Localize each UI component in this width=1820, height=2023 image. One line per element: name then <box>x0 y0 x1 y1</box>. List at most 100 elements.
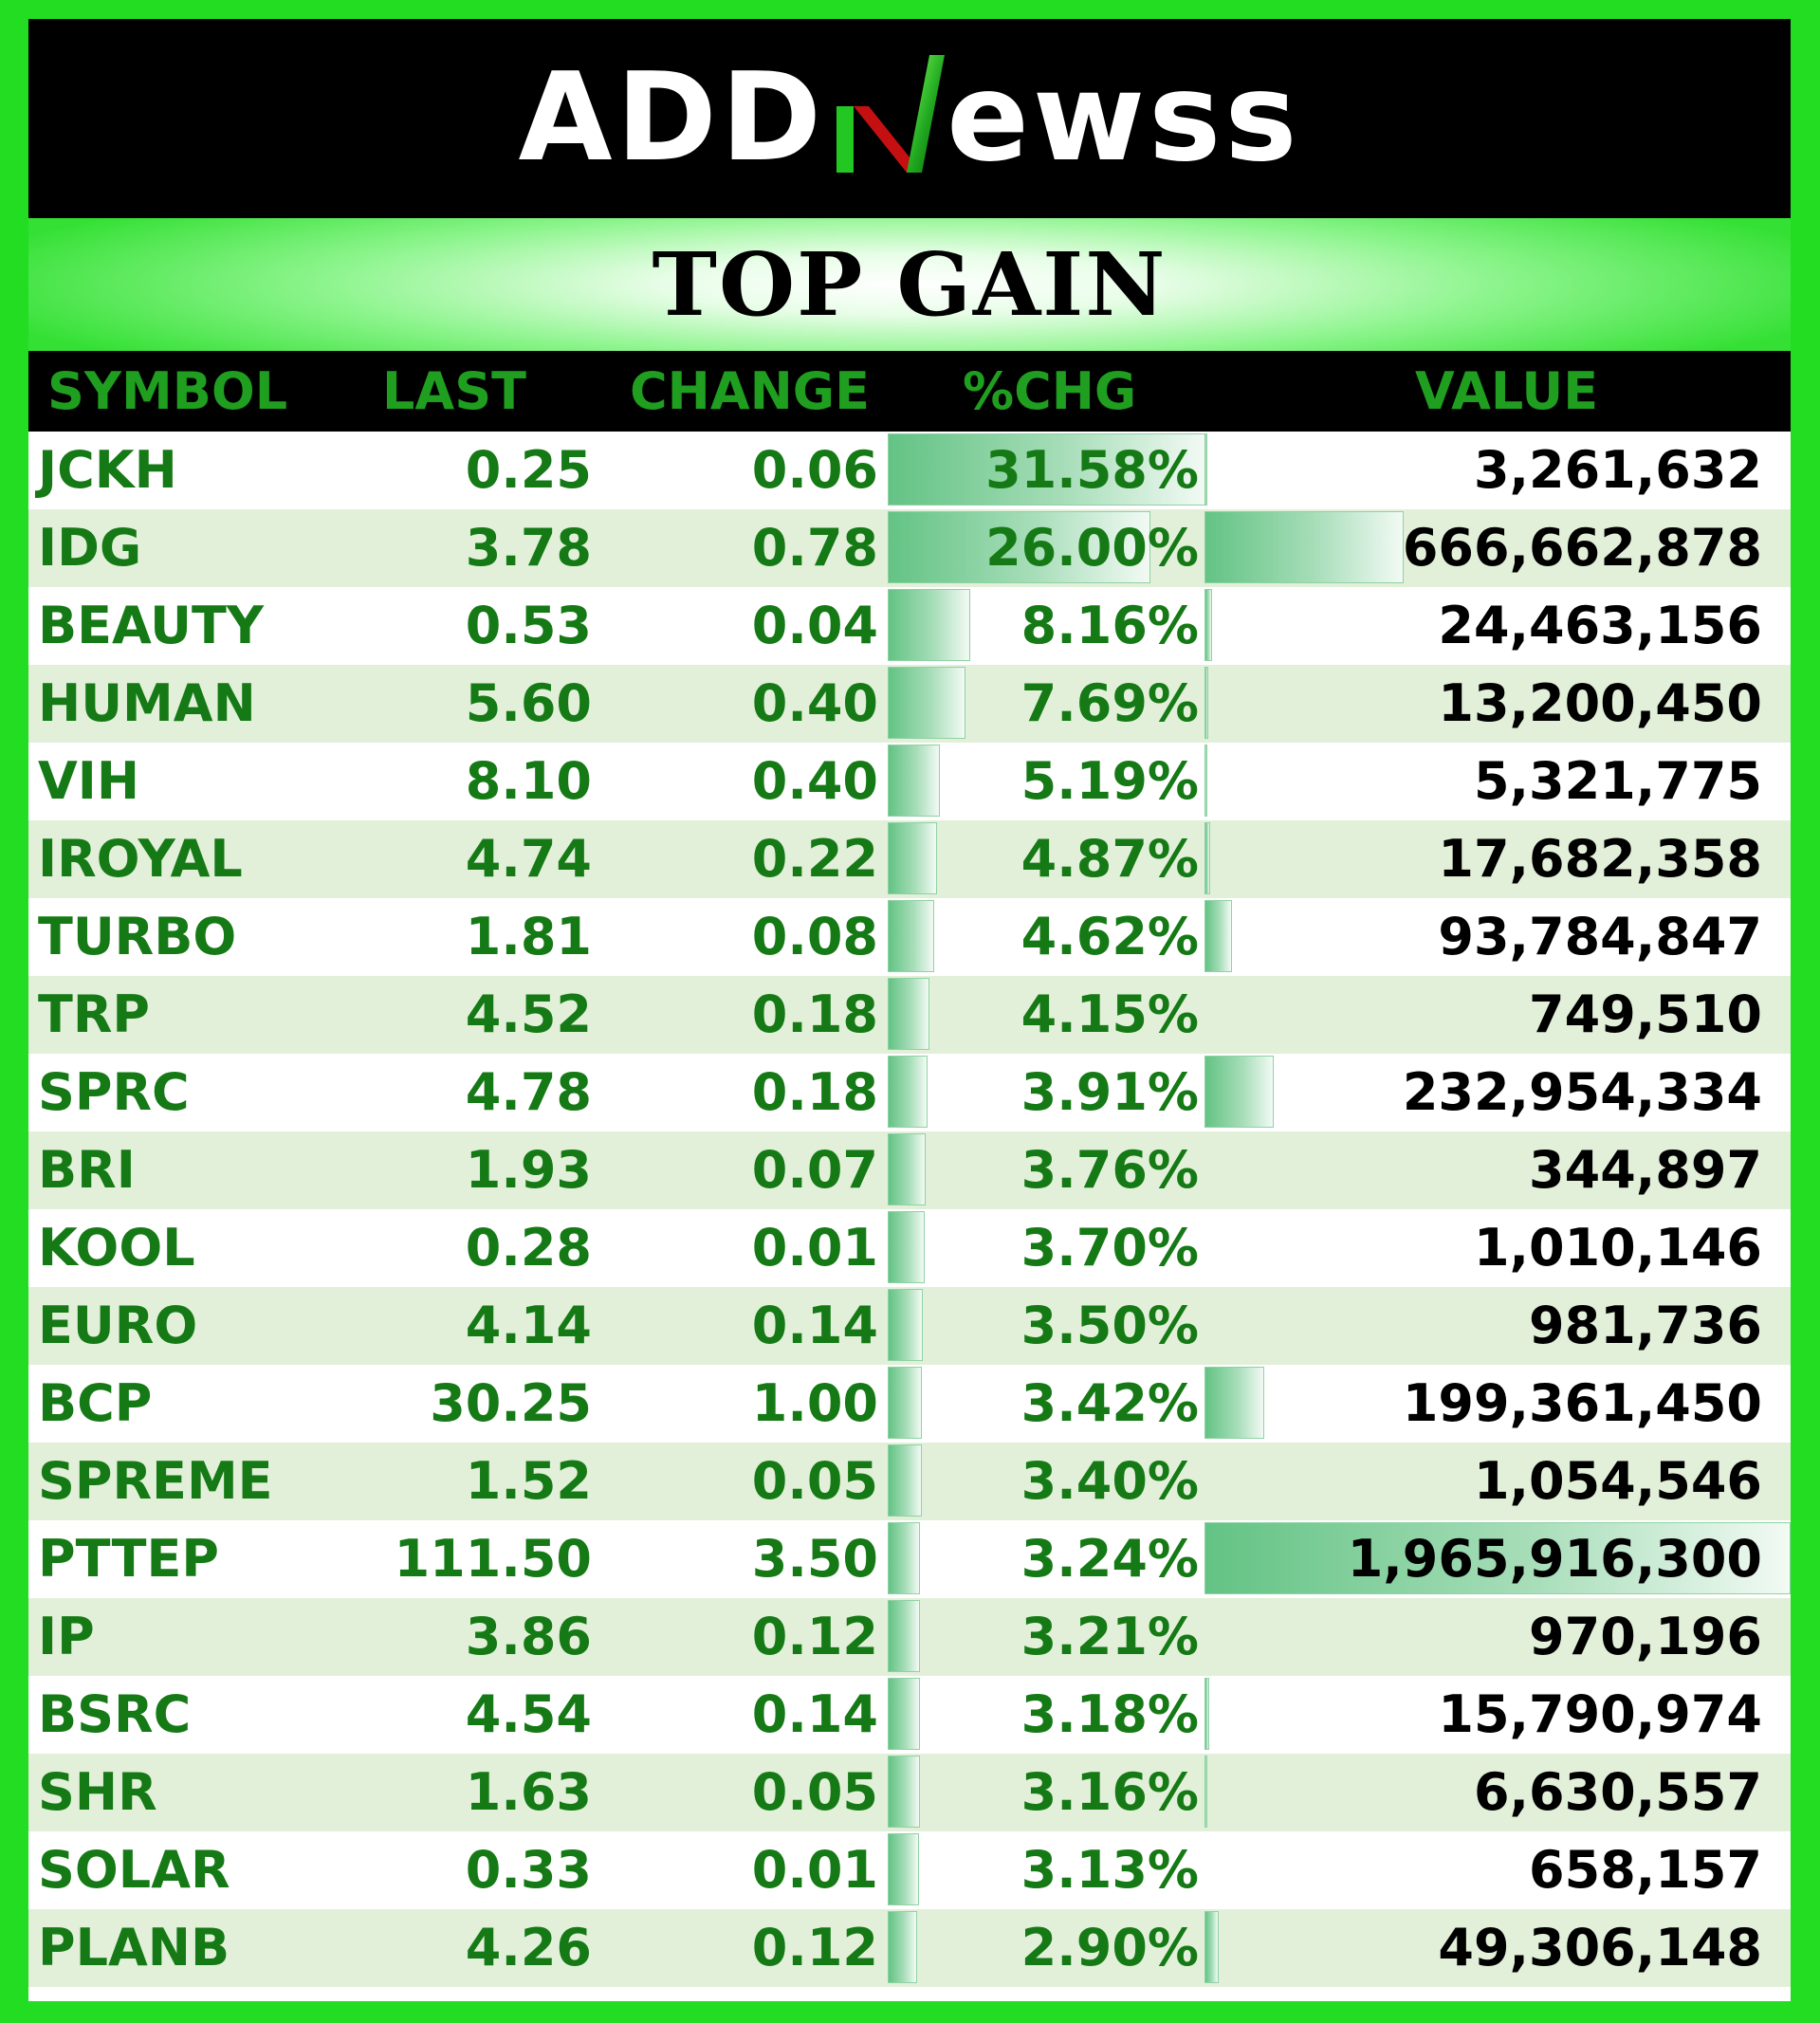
cell-last: 3.86 <box>465 1607 592 1666</box>
cell-symbol: VIH <box>38 751 140 811</box>
cell-change: 0.05 <box>751 1762 878 1822</box>
table-row: HUMAN 5.60 0.40 7.69% 13,200,450 <box>28 665 1791 743</box>
cell-last: 4.14 <box>465 1296 592 1355</box>
col-value: VALUE <box>1415 361 1599 421</box>
cell-value: 3,261,632 <box>1473 440 1762 500</box>
cell-pct: 7.69% <box>1020 673 1199 733</box>
cell-symbol: BCP <box>38 1373 153 1433</box>
cell-value: 981,736 <box>1529 1296 1762 1355</box>
pct-data-bar <box>888 822 937 894</box>
pct-data-bar <box>888 433 1206 506</box>
pct-data-bar <box>888 667 965 739</box>
cell-change: 0.22 <box>751 829 878 889</box>
cell-symbol: KOOL <box>38 1218 195 1278</box>
pct-data-bar <box>888 1133 926 1205</box>
value-data-bar <box>1204 1678 1209 1750</box>
cell-value: 6,630,557 <box>1473 1762 1762 1822</box>
pct-data-bar <box>888 1522 921 1594</box>
table-row: SPREME 1.52 0.05 3.40% 1,054,546 <box>28 1443 1791 1520</box>
table-row: SPRC 4.78 0.18 3.91% 232,954,334 <box>28 1054 1791 1131</box>
cell-value: 17,682,358 <box>1438 829 1762 889</box>
cell-last: 0.28 <box>465 1218 592 1278</box>
col-change: CHANGE <box>630 361 871 421</box>
cell-value: 232,954,334 <box>1402 1062 1762 1122</box>
cell-value: 199,361,450 <box>1402 1373 1762 1433</box>
cell-last: 5.60 <box>465 673 592 733</box>
pct-data-bar <box>888 745 941 817</box>
cell-value: 24,463,156 <box>1438 596 1762 655</box>
pct-data-bar <box>888 900 935 972</box>
value-data-bar <box>1204 1911 1220 1983</box>
value-data-bar <box>1204 1056 1275 1128</box>
pct-data-bar <box>888 589 970 661</box>
pct-data-bar <box>888 1911 917 1983</box>
table-row: PLANB 4.26 0.12 2.90% 49,306,148 <box>28 1909 1791 1987</box>
cell-symbol: IDG <box>38 518 142 578</box>
data-table: JCKH 0.25 0.06 31.58% 3,261,632 IDG 3.78 0.78 26… <box>28 432 1791 1987</box>
cell-pct: 3.13% <box>1020 1840 1199 1900</box>
cell-symbol: SPRC <box>38 1062 190 1122</box>
cell-value: 658,157 <box>1529 1840 1762 1900</box>
cell-value: 749,510 <box>1529 984 1762 1044</box>
cell-pct: 3.76% <box>1020 1140 1199 1200</box>
value-data-bar <box>1204 589 1212 661</box>
table-row: IROYAL 4.74 0.22 4.87% 17,682,358 <box>28 820 1791 898</box>
cell-change: 0.18 <box>751 1062 878 1122</box>
cell-pct: 3.16% <box>1020 1762 1199 1822</box>
value-data-bar <box>1204 745 1207 817</box>
cell-change: 0.05 <box>751 1451 878 1511</box>
table-row: VIH 8.10 0.40 5.19% 5,321,775 <box>28 743 1791 820</box>
pct-data-bar <box>888 1444 923 1517</box>
cell-pct: 3.18% <box>1020 1684 1199 1744</box>
cell-last: 1.81 <box>465 907 592 966</box>
top-gain-card: ADD ewss TOP GAIN <box>28 19 1791 2001</box>
cell-symbol: HUMAN <box>38 673 256 733</box>
pct-data-bar <box>888 978 930 1050</box>
value-data-bar <box>1204 822 1210 894</box>
cell-symbol: JCKH <box>38 440 177 500</box>
cell-symbol: IP <box>38 1607 95 1666</box>
cell-change: 1.00 <box>751 1373 878 1433</box>
cell-value: 93,784,847 <box>1438 907 1762 966</box>
pct-data-bar <box>888 1833 920 1905</box>
cell-symbol: SPREME <box>38 1451 273 1511</box>
cell-last: 30.25 <box>430 1373 592 1433</box>
cell-symbol: BRI <box>38 1140 136 1200</box>
cell-pct: 5.19% <box>1020 751 1199 811</box>
cell-pct: 3.21% <box>1020 1607 1199 1666</box>
cell-last: 3.78 <box>465 518 592 578</box>
table-row: KOOL 0.28 0.01 3.70% 1,010,146 <box>28 1209 1791 1287</box>
cell-symbol: BSRC <box>38 1684 192 1744</box>
table-row: IDG 3.78 0.78 26.00% 666,662,878 <box>28 509 1791 587</box>
cell-symbol: EURO <box>38 1296 198 1355</box>
cell-last: 0.25 <box>465 440 592 500</box>
pct-data-bar <box>888 1056 928 1128</box>
cell-change: 0.12 <box>751 1918 878 1977</box>
col-pct: %CHG <box>963 361 1137 421</box>
pct-data-bar <box>888 1289 924 1361</box>
cell-change: 0.08 <box>751 907 878 966</box>
value-data-bar <box>1204 511 1404 583</box>
cell-change: 0.40 <box>751 673 878 733</box>
cell-change: 0.07 <box>751 1140 878 1200</box>
pct-data-bar <box>888 1367 923 1439</box>
table-row: TURBO 1.81 0.08 4.62% 93,784,847 <box>28 898 1791 976</box>
table-row: BSRC 4.54 0.14 3.18% 15,790,974 <box>28 1676 1791 1754</box>
cell-symbol: TRP <box>38 984 150 1044</box>
cell-pct: 3.24% <box>1020 1529 1199 1589</box>
cell-symbol: PLANB <box>38 1918 230 1977</box>
table-row: SOLAR 0.33 0.01 3.13% 658,157 <box>28 1831 1791 1909</box>
cell-pct: 3.70% <box>1020 1218 1199 1278</box>
cell-change: 0.78 <box>751 518 878 578</box>
cell-symbol: SHR <box>38 1762 157 1822</box>
cell-last: 4.54 <box>465 1684 592 1744</box>
cell-value: 13,200,450 <box>1438 673 1762 733</box>
cell-change: 0.12 <box>751 1607 878 1666</box>
value-data-bar <box>1204 667 1209 739</box>
cell-last: 1.63 <box>465 1762 592 1822</box>
cell-pct: 4.15% <box>1020 984 1199 1044</box>
column-header-row: SYMBOL LAST CHANGE %CHG VALUE <box>28 351 1791 432</box>
cell-change: 0.04 <box>751 596 878 655</box>
table-row: BRI 1.93 0.07 3.76% 344,897 <box>28 1131 1791 1209</box>
cell-value: 970,196 <box>1529 1607 1762 1666</box>
